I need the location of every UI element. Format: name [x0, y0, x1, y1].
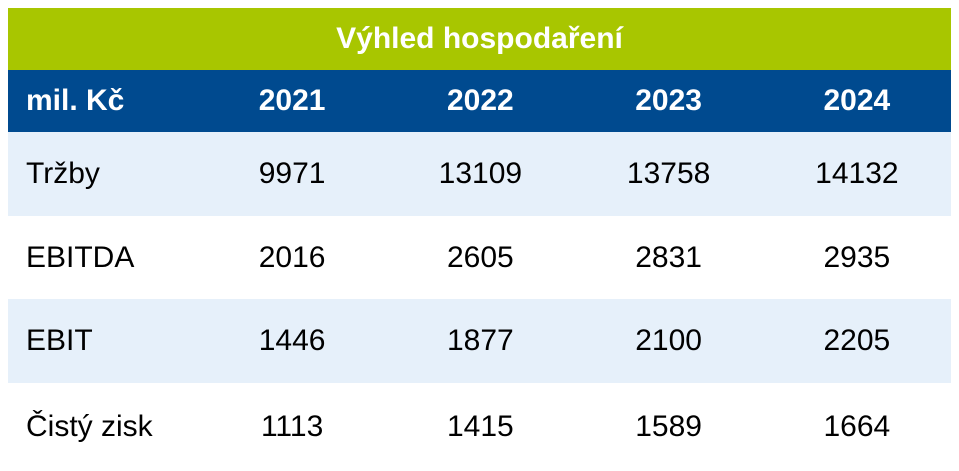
cell-value: 13758	[626, 157, 711, 190]
row-label: Čistý zisk	[26, 410, 153, 443]
cell-value: 9971	[258, 157, 326, 190]
cell-value: 1415	[447, 410, 514, 443]
cell-value: 14132	[815, 157, 899, 190]
cell-value: 2016	[258, 240, 326, 274]
forecast-table-container: Výhled hospodaření mil. Kč 2021 2022 202…	[8, 8, 951, 471]
cell-value: 2935	[823, 240, 891, 274]
year-header: 2022	[447, 84, 514, 117]
year-header: 2021	[258, 84, 326, 117]
table-row-cisty-zisk: Čistý zisk 1113 1415 1589 1664	[8, 383, 951, 471]
cell-value: 1446	[258, 324, 326, 357]
row-label: EBIT	[26, 324, 93, 357]
cell-value: 1589	[635, 410, 702, 443]
year-header: 2024	[823, 84, 891, 117]
table-row-trzby: Tržby 9971 13109 13758 14132	[8, 132, 951, 216]
row-label: EBITDA	[26, 240, 135, 274]
cell-value: 1664	[823, 410, 891, 443]
cell-value: 2605	[447, 240, 514, 274]
cell-value: 1877	[447, 324, 514, 357]
table-row-ebit: EBIT 1446 1877 2100 2205	[8, 299, 951, 383]
cell-value: 2205	[823, 324, 891, 357]
forecast-table: mil. Kč 2021 2022 2023 2024 Tržby 9971 1…	[8, 70, 951, 471]
cell-value: 2831	[635, 240, 702, 274]
table-title: Výhled hospodaření	[8, 8, 951, 70]
unit-header: mil. Kč	[26, 84, 125, 117]
header-row: mil. Kč 2021 2022 2023 2024	[8, 70, 951, 132]
cell-value: 1113	[260, 410, 324, 443]
row-label: Tržby	[26, 157, 100, 190]
cell-value: 2100	[635, 324, 702, 357]
table-row-ebitda: EBITDA 2016 2605 2831 2935	[8, 216, 951, 299]
cell-value: 13109	[438, 157, 523, 190]
year-header: 2023	[635, 84, 702, 117]
